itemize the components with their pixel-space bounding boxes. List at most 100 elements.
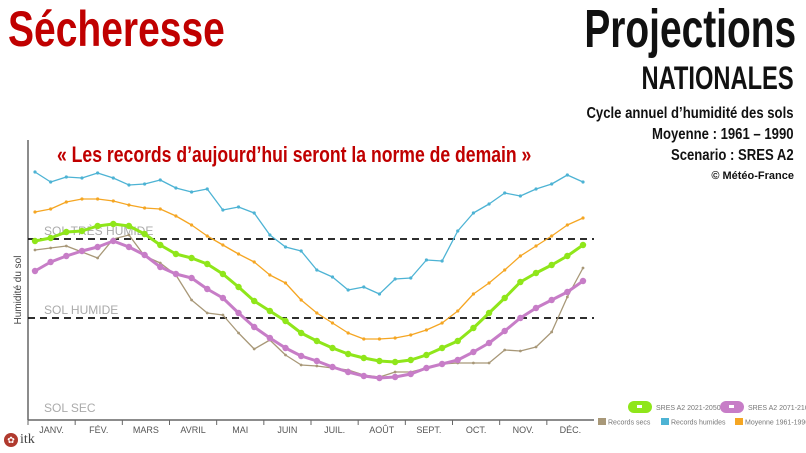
x-tick-label: MARS bbox=[133, 425, 159, 435]
data-point bbox=[49, 207, 53, 211]
data-point bbox=[501, 294, 508, 302]
series-line bbox=[34, 198, 584, 340]
data-point bbox=[344, 368, 352, 376]
subtitle-text: Moyenne : 1961 – 1990 bbox=[652, 126, 794, 143]
data-point bbox=[268, 273, 272, 277]
data-point bbox=[141, 230, 148, 238]
data-point bbox=[299, 298, 303, 302]
data-point bbox=[266, 307, 274, 315]
data-point bbox=[423, 351, 430, 359]
data-point bbox=[565, 295, 569, 299]
data-point bbox=[407, 356, 414, 364]
data-point bbox=[297, 352, 305, 360]
data-point bbox=[205, 234, 209, 238]
data-point bbox=[189, 190, 194, 194]
data-point bbox=[172, 270, 180, 278]
data-point bbox=[236, 252, 241, 256]
data-point bbox=[532, 304, 540, 312]
x-tick-label: MAI bbox=[232, 425, 248, 435]
data-point bbox=[471, 292, 475, 296]
data-point bbox=[487, 361, 491, 365]
subtitle-text: Cycle annuel d’humidité des sols bbox=[586, 105, 794, 122]
data-point bbox=[157, 263, 164, 271]
data-point bbox=[454, 356, 461, 364]
data-point bbox=[252, 347, 256, 351]
data-point bbox=[268, 233, 272, 237]
x-tick-label: AOÛT bbox=[369, 425, 395, 435]
data-point bbox=[221, 243, 225, 247]
legend-label: Moyenne 1961-1990 bbox=[745, 420, 806, 427]
data-point bbox=[550, 234, 554, 238]
data-point bbox=[393, 277, 397, 281]
data-point bbox=[127, 233, 131, 237]
data-point bbox=[501, 327, 508, 335]
data-point bbox=[221, 313, 225, 317]
data-point bbox=[189, 223, 194, 227]
subtitle-line: Cycle annuel d’humidité des sols bbox=[541, 105, 794, 123]
data-point bbox=[282, 317, 289, 325]
data-point bbox=[581, 266, 585, 270]
legend-swatch bbox=[598, 418, 606, 425]
data-point bbox=[470, 324, 477, 332]
data-point bbox=[550, 182, 554, 186]
data-point bbox=[299, 249, 303, 253]
data-point bbox=[471, 211, 475, 215]
data-point bbox=[63, 252, 70, 260]
x-tick-label: JANV. bbox=[39, 425, 64, 435]
data-point bbox=[330, 275, 335, 279]
x-tick-label: DÉC. bbox=[560, 425, 582, 435]
data-point bbox=[360, 354, 367, 362]
data-point bbox=[329, 344, 336, 352]
data-point bbox=[33, 248, 37, 252]
series-line bbox=[34, 171, 584, 295]
data-point bbox=[190, 298, 193, 302]
data-point bbox=[315, 364, 319, 368]
data-point bbox=[94, 222, 101, 230]
data-point bbox=[33, 170, 37, 174]
data-point bbox=[391, 358, 399, 366]
legend-toggle-icon bbox=[729, 405, 734, 408]
quote: « Les records d’aujourd’hui seront la no… bbox=[57, 142, 650, 168]
data-point bbox=[127, 203, 131, 207]
data-point bbox=[517, 314, 524, 322]
quote-text: « Les records d’aujourd’hui seront la no… bbox=[57, 142, 532, 167]
data-point bbox=[313, 337, 321, 345]
logo-text: itk bbox=[20, 432, 35, 447]
data-point bbox=[158, 207, 162, 211]
data-point bbox=[299, 363, 303, 367]
y-axis-label: Humidité du sol bbox=[13, 256, 24, 325]
data-point bbox=[581, 180, 585, 184]
data-point bbox=[346, 331, 350, 335]
data-point bbox=[64, 244, 68, 248]
copyright: © Météo-France bbox=[711, 170, 794, 182]
data-point bbox=[360, 372, 367, 380]
nationales-text: NATIONALES bbox=[641, 60, 794, 96]
data-point bbox=[550, 330, 554, 334]
data-point bbox=[579, 277, 587, 285]
legend-swatch bbox=[661, 418, 669, 425]
data-point bbox=[235, 283, 242, 291]
data-point bbox=[532, 269, 540, 277]
data-point bbox=[393, 370, 397, 374]
data-point bbox=[376, 374, 383, 382]
subtitle-line: Moyenne : 1961 – 1990 bbox=[621, 126, 794, 144]
data-point bbox=[80, 176, 84, 180]
x-tick-label: NOV. bbox=[513, 425, 534, 435]
data-point bbox=[47, 234, 54, 242]
legend-toggle-icon bbox=[637, 405, 642, 408]
data-point bbox=[251, 297, 258, 305]
data-point bbox=[205, 311, 209, 315]
data-point bbox=[78, 247, 86, 255]
data-point bbox=[143, 206, 147, 210]
data-point bbox=[472, 361, 475, 365]
series-line bbox=[34, 234, 584, 378]
data-point bbox=[362, 285, 366, 289]
data-point bbox=[111, 199, 115, 203]
data-point bbox=[517, 278, 524, 286]
data-point bbox=[96, 197, 100, 201]
subtitle-line: Scenario : SRES A2 bbox=[644, 147, 794, 165]
data-point bbox=[110, 220, 117, 228]
data-point bbox=[423, 364, 430, 372]
data-point bbox=[252, 260, 256, 264]
